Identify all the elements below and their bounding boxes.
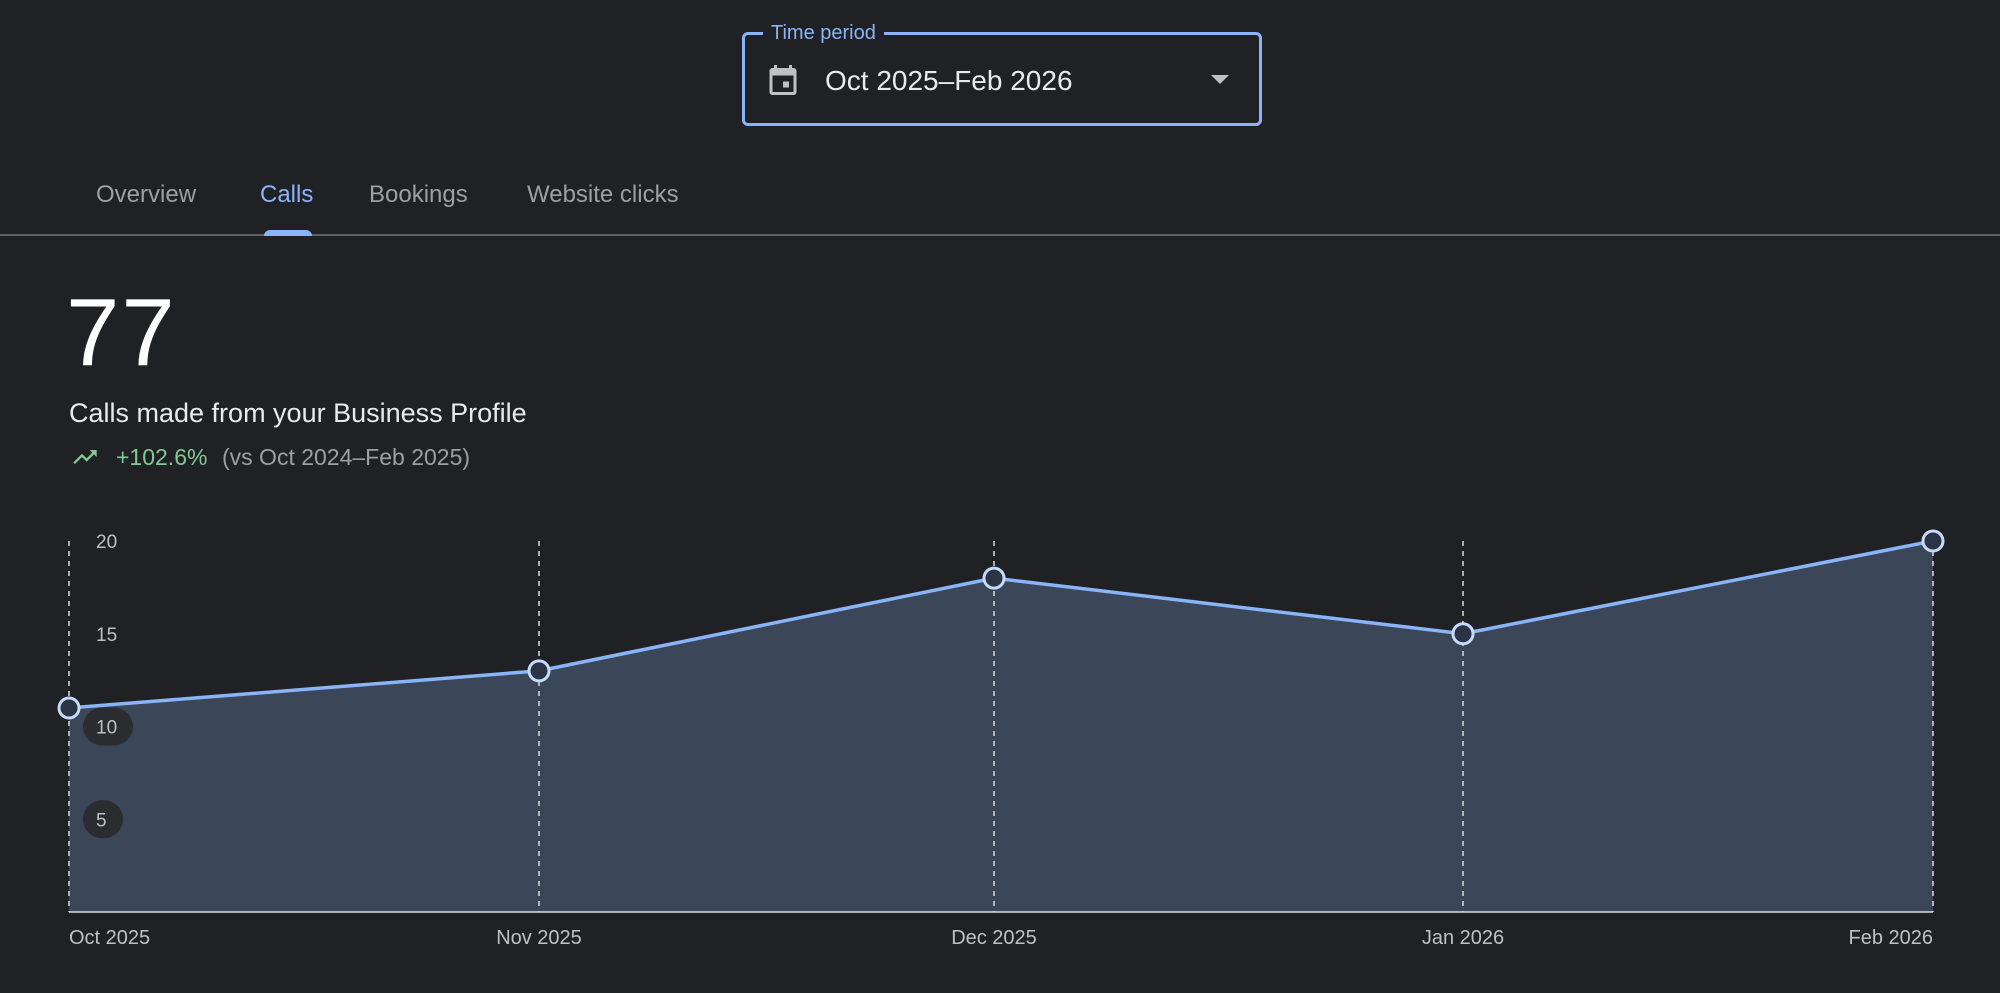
time-period-value: Oct 2025–Feb 2026 xyxy=(825,65,1073,96)
active-tab-indicator xyxy=(264,230,312,236)
data-point xyxy=(527,659,551,683)
x-tick-label: Feb 2026 xyxy=(1848,927,1933,949)
tab-calls[interactable]: Calls xyxy=(260,181,314,208)
metric-value: 77 xyxy=(66,279,177,386)
x-tick-label: Jan 2026 xyxy=(1422,927,1504,949)
data-point xyxy=(1921,529,1945,553)
trend-comparison: (vs Oct 2024–Feb 2025) xyxy=(222,444,471,470)
data-point xyxy=(57,696,81,720)
data-point xyxy=(1451,622,1475,646)
tab-overview[interactable]: Overview xyxy=(96,181,197,208)
y-tick-bg-10 xyxy=(83,707,133,746)
calendar-icon xyxy=(769,65,797,95)
data-point xyxy=(982,566,1006,590)
tab-bar: Overview Calls Bookings Website clicks xyxy=(0,160,2000,236)
series-line xyxy=(68,539,1934,710)
x-tick-label: Dec 2025 xyxy=(951,927,1037,949)
tab-bookings[interactable]: Bookings xyxy=(369,181,468,208)
y-tick-label: 10 xyxy=(96,718,117,739)
trending-up-icon xyxy=(73,450,97,464)
trend-percentage: +102.6% xyxy=(116,444,208,470)
x-tick-label: Oct 2025 xyxy=(69,927,150,949)
metric-label: Calls made from your Business Profile xyxy=(69,398,527,428)
y-tick-label: 20 xyxy=(96,532,117,553)
y-tick-label: 5 xyxy=(96,810,107,831)
y-tick-label: 15 xyxy=(96,625,117,646)
y-tick-bg-5 xyxy=(83,800,123,839)
x-tick-label: Nov 2025 xyxy=(496,927,582,949)
time-period-legend: Time period xyxy=(763,21,884,45)
caret-down-icon xyxy=(1211,75,1229,84)
chart-area xyxy=(69,541,1933,912)
tab-website-clicks[interactable]: Website clicks xyxy=(527,181,679,208)
time-period-dropdown[interactable]: Time period Oct 2025–Feb 2026 xyxy=(742,21,1262,126)
